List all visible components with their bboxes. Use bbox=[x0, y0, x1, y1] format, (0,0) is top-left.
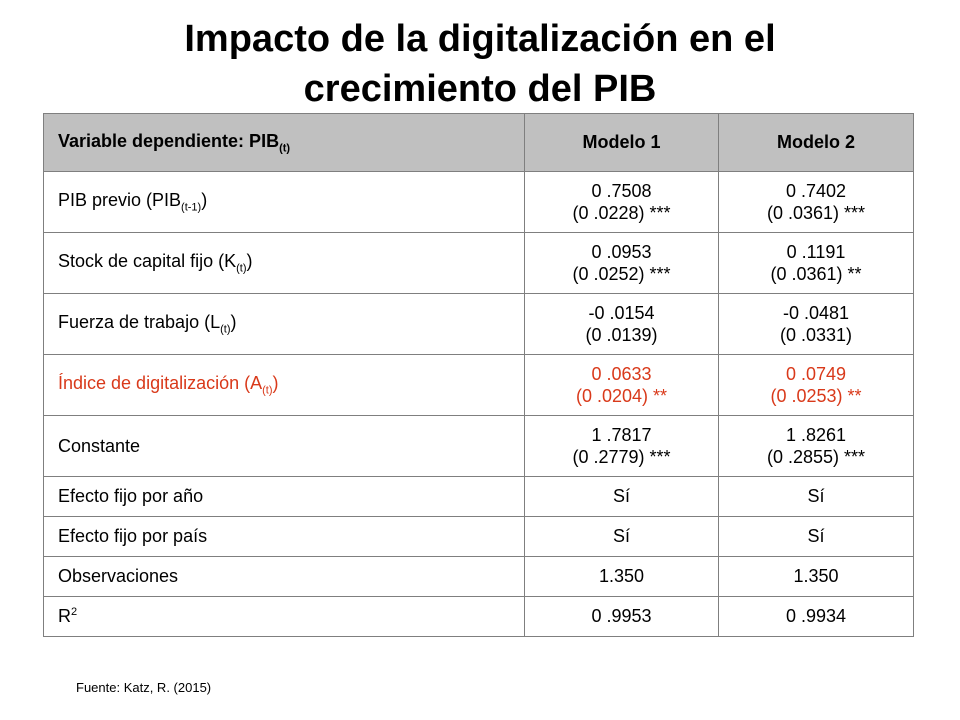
header-model-1: Modelo 1 bbox=[524, 113, 719, 172]
row-label: Fuerza de trabajo (L(t)) bbox=[43, 293, 525, 355]
header-model-2: Modelo 2 bbox=[718, 113, 914, 172]
source-note: Fuente: Katz, R. (2015) bbox=[76, 680, 212, 695]
model-2-cell: 0 .7402 (0 .0361) *** bbox=[718, 171, 914, 233]
row-label-r2: R2 bbox=[43, 596, 525, 637]
title-line-2: crecimiento del PIB bbox=[303, 68, 657, 110]
table-header-row: Variable dependiente: PIB(t) Modelo 1 Mo… bbox=[43, 113, 914, 172]
table-row: Fuerza de trabajo (L(t)) -0 .0154 (0 .013… bbox=[43, 293, 914, 355]
row-label: Efecto fijo por año bbox=[43, 476, 525, 517]
table-row: Efecto fijo por país Sí Sí bbox=[43, 516, 914, 557]
model-1-cell: 0 .0633 (0 .0204) ** bbox=[524, 354, 719, 416]
model-2-cell: 0 .9934 bbox=[718, 596, 914, 637]
model-1-cell: 1 .7817 (0 .2779) *** bbox=[524, 415, 719, 477]
table-row: Constante 1 .7817 (0 .2779) *** 1 .8261 (0… bbox=[43, 415, 914, 477]
table-row-highlighted: Índice de digitalización (A(t)) 0 .0633(… bbox=[43, 354, 914, 416]
regression-table: Variable dependiente: PIB(t) Modelo 1 Mo… bbox=[43, 113, 914, 637]
model-1-cell: Sí bbox=[524, 476, 719, 517]
table-row: Observaciones 1.350 1.350 bbox=[43, 556, 914, 597]
model-2-cell: 1 .8261 (0 .2855) *** bbox=[718, 415, 914, 477]
title-line-1: Impacto de la digitalización en el bbox=[184, 18, 776, 60]
table-row: Efecto fijo por año Sí Sí bbox=[43, 476, 914, 517]
model-1-cell: 0 .7508 (0 .0228) *** bbox=[524, 171, 719, 233]
table-row: Stock de capital fijo (K(t)) 0 .0953 (0 .… bbox=[43, 232, 914, 294]
model-2-cell: 0 .0749 (0 .0253) ** bbox=[718, 354, 914, 416]
model-1-cell: Sí bbox=[524, 516, 719, 557]
model-2-cell: 1.350 bbox=[718, 556, 914, 597]
page-title: Impacto de la digitalización en el creci… bbox=[0, 14, 960, 114]
model-2-cell: 0 .1191 (0 .0361) ** bbox=[718, 232, 914, 294]
model-1-cell: 1.350 bbox=[524, 556, 719, 597]
table-row: R2 0 .9953 0 .9934 bbox=[43, 596, 914, 637]
row-label: Stock de capital fijo (K(t)) bbox=[43, 232, 525, 294]
row-label: Observaciones bbox=[43, 556, 525, 597]
header-variable: Variable dependiente: PIB(t) bbox=[43, 113, 525, 172]
row-label: Constante bbox=[43, 415, 525, 477]
model-1-cell: 0 .0953 (0 .0252) *** bbox=[524, 232, 719, 294]
model-1-cell: 0 .9953 bbox=[524, 596, 719, 637]
model-2-cell: Sí bbox=[718, 476, 914, 517]
row-label: PIB previo (PIB(t-1)) bbox=[43, 171, 525, 233]
table-row: PIB previo (PIB(t-1)) 0 .7508 (0 .0228) *… bbox=[43, 171, 914, 233]
row-label: Índice de digitalización (A(t)) bbox=[43, 354, 525, 416]
model-2-cell: -0 .0481 (0 .0331) bbox=[718, 293, 914, 355]
model-2-cell: Sí bbox=[718, 516, 914, 557]
model-1-cell: -0 .0154 (0 .0139) bbox=[524, 293, 719, 355]
row-label: Efecto fijo por país bbox=[43, 516, 525, 557]
